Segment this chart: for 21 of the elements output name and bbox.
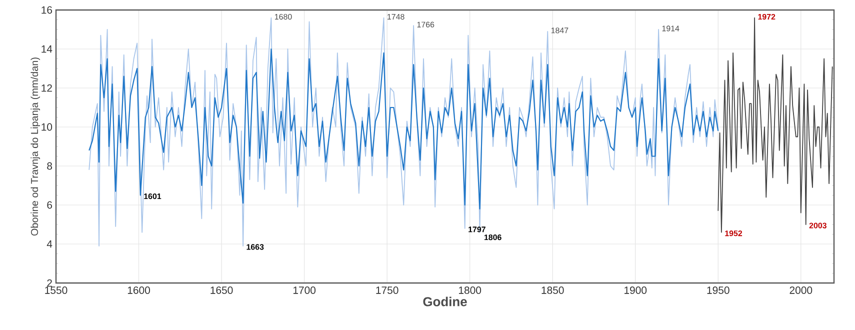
x-tick-label: 1900 [624, 286, 647, 294]
y-tick-label: 8 [47, 162, 52, 170]
y-tick-label: 6 [47, 201, 52, 209]
x-tick-label: 1650 [210, 286, 233, 294]
y-tick-label: 14 [42, 45, 52, 53]
y-tick-label: 2 [47, 279, 52, 287]
x-tick-label: 2000 [790, 286, 812, 294]
y-axis-title: Oborine od Travnja do Lipanja (mm/dan) [30, 58, 40, 236]
x-axis-title: Godine [423, 296, 467, 306]
x-tick-label: 1700 [293, 286, 316, 294]
y-tick-label: 12 [42, 84, 52, 92]
y-tick-label: 16 [42, 6, 52, 14]
x-tick-label: 1800 [458, 286, 482, 294]
x-tick-label: 1600 [128, 286, 150, 294]
y-tick-label: 4 [46, 240, 52, 248]
x-tick-label: 1550 [45, 286, 68, 294]
y-tick-label: 10 [42, 123, 52, 131]
x-tick-label: 1950 [707, 286, 730, 294]
x-tick-label: 1850 [542, 286, 564, 294]
x-tick-label: 1750 [376, 286, 398, 294]
line-series [88, 48, 719, 210]
